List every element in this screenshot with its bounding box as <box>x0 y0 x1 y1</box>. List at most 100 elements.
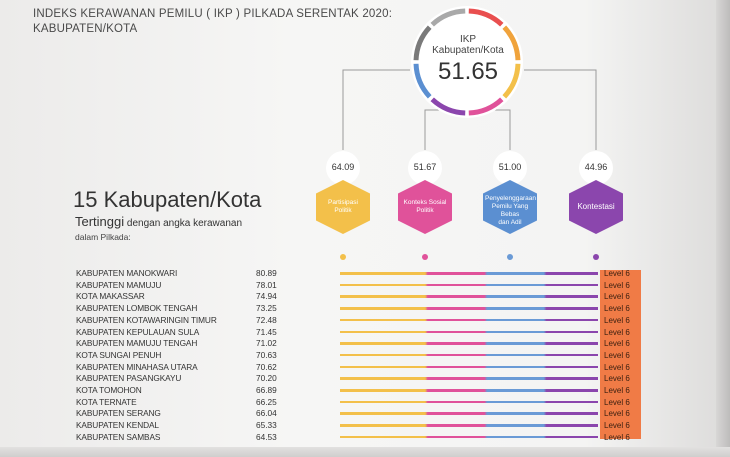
row-name: KABUPATEN KEPULAUAN SULA <box>76 326 200 337</box>
row-bar <box>340 400 598 404</box>
dimension-value: 51.00 <box>498 162 522 172</box>
row-value: 80.89 <box>256 268 277 278</box>
row-name: KABUPATEN MANOKWARI <box>76 268 178 278</box>
ikp-ring-segment <box>430 97 466 116</box>
dimension-label: Penyelenggaraan Pemilu Yang Bebas dan Adil <box>485 195 536 227</box>
row-level: Level 6 <box>604 421 630 431</box>
list-subheading-rest: dengan angka kerawanan <box>124 218 243 229</box>
dimension-value: 64.09 <box>331 162 355 172</box>
dimension-label: Partisipasi Politik <box>318 199 368 215</box>
dimension-dots <box>340 254 599 260</box>
dimension-value: 44.96 <box>584 162 608 172</box>
title-line-2: KABUPATEN/KOTA <box>33 23 138 35</box>
row-name: KABUPATEN KOTAWARINGIN TIMUR <box>76 314 217 325</box>
dimension-label-line: dan Adil <box>498 219 522 226</box>
dimension-value-bubble <box>326 151 360 185</box>
row-value: 74.94 <box>256 291 277 302</box>
ikp-ring-segment <box>468 97 504 116</box>
dimension-label-line: Partisipasi <box>328 199 358 206</box>
row-bar <box>340 353 598 357</box>
row-level: Level 6 <box>604 350 630 360</box>
row-name: KOTA TOMOHON <box>76 385 142 395</box>
dimension-label-line: Politik <box>334 207 352 214</box>
connector-line <box>342 69 410 150</box>
dimension-label: Kontestasi <box>571 203 621 211</box>
dimension-label-line: Kontestasi <box>577 202 615 211</box>
ikp-label: IKP <box>459 34 477 45</box>
frame-edge-bottom <box>0 447 730 457</box>
row-name: KABUPATEN LOMBOK TENGAH <box>76 303 198 314</box>
row-bar <box>340 318 598 322</box>
row-name: KOTA TERNATE <box>76 396 137 407</box>
dimension-hexagon <box>483 180 537 234</box>
dimension-hexagons <box>316 151 623 234</box>
row-level: Level 6 <box>604 397 630 407</box>
row-value: 72.48 <box>256 314 277 325</box>
list-subheading-bold: Tertinggi <box>75 214 125 229</box>
title-line-1: INDEKS KERAWANAN PEMILU ( IKP ) PILKADA … <box>33 8 393 20</box>
row-level: Level 6 <box>604 327 630 337</box>
dimension-hexagon <box>398 180 452 234</box>
ikp-sublabel: Kabupaten/Kota <box>432 45 504 56</box>
row-name: KABUPATEN KENDAL <box>76 420 159 431</box>
row-name: KOTA SUNGAI PENUH <box>76 349 162 360</box>
row-bar <box>340 424 598 427</box>
row-value: 70.20 <box>256 373 277 384</box>
row-bar <box>340 283 598 287</box>
dimension-dot <box>422 254 428 260</box>
row-name: KABUPATEN PASANGKAYU <box>76 373 182 384</box>
row-level: Level 6 <box>604 432 630 442</box>
ikp-ring-segment <box>502 63 521 99</box>
ikp-circle-background <box>411 6 523 118</box>
row-level: Level 6 <box>604 409 630 419</box>
row-name: KABUPATEN MINAHASA UTARA <box>76 361 198 372</box>
row-bar <box>340 307 598 310</box>
list-subheading-line2: dalam Pilkada: <box>75 232 131 242</box>
dimension-value-bubble <box>579 151 613 185</box>
row-level: Level 6 <box>604 339 630 349</box>
row-level: Level 6 <box>604 292 630 302</box>
dimension-hexagon <box>316 180 370 234</box>
ikp-diagram <box>316 6 623 260</box>
row-bar <box>340 365 598 369</box>
frame-edge-right <box>716 0 730 457</box>
list-subheading: Tertinggi dengan angka kerawanan <box>75 214 242 229</box>
row-bar <box>340 377 598 380</box>
row-level: Level 6 <box>604 280 630 290</box>
row-value: 66.04 <box>256 408 277 419</box>
row-value: 78.01 <box>256 279 277 290</box>
ikp-ring-segment <box>430 8 466 27</box>
row-bar <box>340 412 598 415</box>
ikp-ring <box>413 8 521 116</box>
dimension-dot <box>340 254 346 260</box>
connector-line <box>524 69 597 150</box>
dimension-value-bubble <box>408 151 442 185</box>
row-bar <box>340 330 598 333</box>
row-name: KABUPATEN SERANG <box>76 408 161 419</box>
ikp-ring-segment <box>413 25 432 61</box>
dimension-label-line: Pemilu Yang Bebas <box>491 203 529 218</box>
row-value: 73.25 <box>256 303 277 314</box>
row-name: KABUPATEN MAMUJU <box>76 279 162 290</box>
dimension-hexagon <box>569 180 623 234</box>
row-value: 71.02 <box>256 338 277 349</box>
row-value: 64.53 <box>256 431 277 442</box>
row-value: 66.25 <box>256 396 277 407</box>
row-value: 66.89 <box>256 385 277 395</box>
row-value: 65.33 <box>256 420 277 431</box>
row-level: Level 6 <box>604 315 630 325</box>
row-name: KABUPATEN SAMBAS <box>76 431 161 442</box>
ikp-ring-segment <box>468 8 504 27</box>
row-bar <box>340 295 598 298</box>
ikp-ring-segment <box>502 25 521 61</box>
row-level: Level 6 <box>604 374 630 384</box>
level-column <box>600 270 641 439</box>
row-value: 70.63 <box>256 349 277 360</box>
row-value: 70.62 <box>256 361 277 372</box>
row-bar <box>340 389 598 392</box>
list-heading: 15 Kabupaten/Kota <box>73 187 262 212</box>
row-bar <box>340 435 598 439</box>
dimension-value: 51.67 <box>413 162 437 172</box>
row-bar <box>340 342 598 345</box>
row-value: 71.45 <box>256 326 277 337</box>
